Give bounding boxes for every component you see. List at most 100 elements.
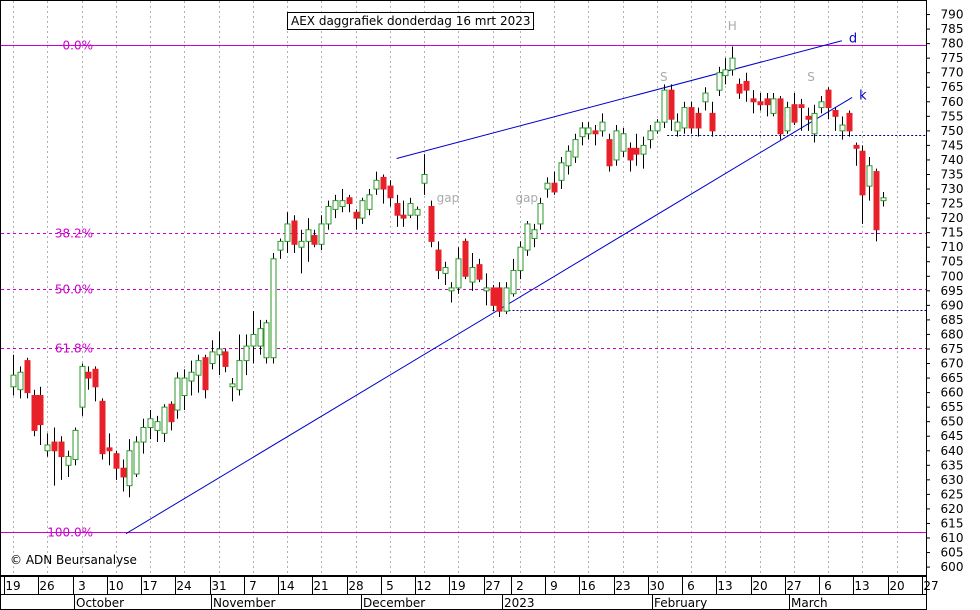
candle-down: [311, 235, 318, 245]
candle-up: [318, 223, 325, 245]
candle-down: [380, 176, 387, 190]
candle-down: [58, 441, 65, 458]
date-label: 27: [923, 579, 938, 593]
month-label: 2023: [504, 596, 535, 610]
candle-up: [236, 360, 243, 391]
candle-up: [866, 165, 873, 187]
candle-down: [688, 107, 695, 129]
y-tick-label: 730: [941, 182, 964, 196]
candle-up: [537, 203, 544, 225]
pattern-annotation: S: [660, 70, 668, 84]
candle-down: [353, 211, 360, 219]
candle-up: [442, 267, 449, 274]
y-tick-label: 725: [941, 197, 964, 211]
candle-up: [263, 322, 270, 359]
date-label: 12: [416, 579, 431, 593]
trendline-label-d: d: [849, 32, 857, 47]
candle-down: [31, 395, 38, 431]
y-tick-label: 760: [941, 95, 964, 109]
candle-down: [743, 80, 750, 91]
month-label: November: [213, 596, 275, 610]
candle-down: [435, 249, 442, 271]
y-tick-label: 620: [941, 502, 964, 516]
y-tick-label: 720: [941, 211, 964, 225]
y-tick-label: 780: [941, 37, 964, 51]
date-label: 13: [854, 579, 869, 593]
candle-up: [702, 92, 709, 103]
date-label: 13: [717, 579, 732, 593]
candle-down: [51, 441, 58, 452]
candle-up: [17, 371, 24, 391]
y-tick-label: 630: [941, 473, 964, 487]
candle-up: [620, 133, 627, 152]
pattern-annotation: gap: [515, 191, 538, 205]
candle-down: [496, 287, 503, 312]
candle-up: [339, 200, 346, 207]
candle-up: [188, 371, 195, 382]
candle-up: [585, 127, 592, 135]
candle-up: [305, 229, 312, 242]
candle-up: [647, 130, 654, 141]
date-label: 9: [550, 579, 558, 593]
y-tick-label: 655: [941, 400, 964, 414]
date-label: 17: [142, 579, 157, 593]
month-label: December: [363, 596, 425, 610]
candle-up: [161, 406, 168, 434]
y-tick-label: 690: [941, 298, 964, 312]
candle-down: [846, 112, 853, 132]
candle-down: [757, 101, 764, 106]
candle-up: [880, 197, 887, 202]
candle-up: [373, 179, 380, 190]
date-label: 19: [5, 579, 20, 593]
candle-up: [770, 98, 777, 114]
y-tick-label: 735: [941, 167, 964, 181]
candle-up: [250, 333, 257, 347]
candle-up: [229, 383, 236, 388]
candle-up: [839, 124, 846, 132]
candle-up: [284, 223, 291, 242]
y-tick-label: 765: [941, 80, 964, 94]
candle-down: [551, 182, 558, 193]
date-label: 23: [615, 579, 630, 593]
candle-down: [106, 447, 113, 452]
date-label: 27: [786, 579, 801, 593]
candle-up: [558, 162, 565, 181]
y-tick-label: 715: [941, 226, 964, 240]
copyright-label: © ADN Beursanalyse: [10, 553, 137, 567]
plot-frame: [0, 0, 927, 576]
date-label: 28: [348, 579, 363, 593]
y-tick-label: 665: [941, 371, 964, 385]
candle-up: [531, 229, 538, 239]
candle-up: [455, 258, 462, 289]
candle-up: [818, 101, 825, 109]
date-label: 31: [211, 579, 226, 593]
candle-up: [811, 112, 818, 135]
candle-up: [448, 287, 455, 292]
candle-up: [407, 203, 414, 216]
y-tick-label: 790: [941, 8, 964, 22]
y-tick-label: 670: [941, 357, 964, 371]
candle-down: [462, 240, 469, 277]
candle-down: [85, 371, 92, 379]
candle-up: [722, 69, 729, 77]
candle-down: [387, 185, 394, 199]
candle-up: [729, 57, 736, 71]
candle-down: [859, 150, 866, 196]
date-label: 20: [752, 579, 767, 593]
candle-up: [325, 205, 332, 225]
candle-up: [359, 200, 366, 219]
date-label: 24: [176, 579, 191, 593]
candle-up: [65, 456, 72, 466]
candle-down: [764, 98, 771, 106]
date-label: 6: [687, 579, 695, 593]
candle-up: [147, 418, 154, 429]
candle-up: [298, 240, 305, 248]
y-tick-label: 640: [941, 444, 964, 458]
candle-down: [202, 357, 209, 391]
candle-up: [716, 72, 723, 91]
pattern-annotation: S: [807, 70, 815, 84]
date-label: 19: [450, 579, 465, 593]
candle-down: [37, 395, 44, 426]
candle-up: [270, 258, 277, 359]
